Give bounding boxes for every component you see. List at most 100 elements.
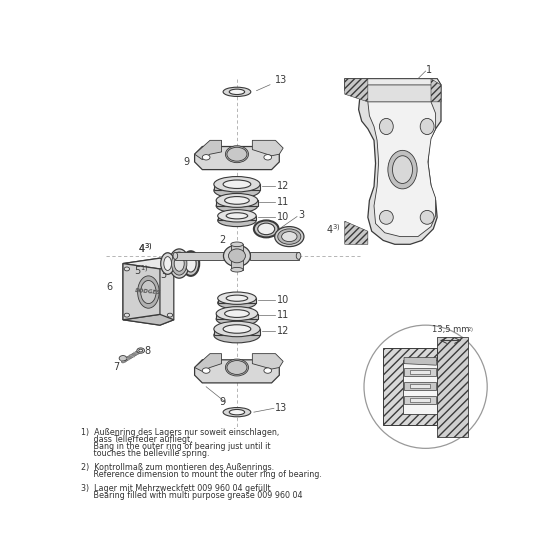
Circle shape (364, 325, 487, 449)
Ellipse shape (218, 209, 256, 222)
Polygon shape (123, 258, 174, 269)
Ellipse shape (225, 146, 249, 162)
Ellipse shape (379, 211, 393, 224)
Ellipse shape (216, 199, 258, 213)
Text: 12: 12 (277, 325, 290, 335)
Text: 3)  Lager mit Mehrzweckfett 009 960 04 gefüllt: 3) Lager mit Mehrzweckfett 009 960 04 ge… (81, 484, 270, 493)
Ellipse shape (227, 147, 247, 161)
Polygon shape (218, 298, 256, 303)
Ellipse shape (388, 150, 417, 189)
Ellipse shape (229, 148, 245, 160)
Ellipse shape (124, 267, 129, 271)
Ellipse shape (420, 211, 434, 224)
Polygon shape (431, 79, 441, 102)
Ellipse shape (420, 118, 434, 134)
Text: 5$^{1)}$: 5$^{1)}$ (134, 263, 148, 277)
Ellipse shape (216, 312, 258, 326)
Polygon shape (231, 259, 243, 270)
Text: 12: 12 (277, 181, 290, 191)
Polygon shape (368, 102, 436, 236)
Ellipse shape (225, 359, 249, 376)
Ellipse shape (226, 295, 248, 301)
Polygon shape (216, 200, 258, 206)
Text: Reference dimension to mount the outer ring of bearing.: Reference dimension to mount the outer r… (81, 470, 321, 479)
Text: Bearing filled with multi purpose grease 009 960 04: Bearing filled with multi purpose grease… (81, 491, 302, 500)
Ellipse shape (171, 252, 187, 275)
Text: 8: 8 (144, 346, 151, 356)
Ellipse shape (167, 267, 172, 271)
Ellipse shape (185, 255, 196, 272)
Ellipse shape (229, 409, 245, 415)
Text: 13: 13 (276, 403, 288, 413)
Bar (404, 368, 436, 376)
Polygon shape (231, 244, 243, 253)
Text: 3: 3 (298, 210, 305, 220)
Polygon shape (253, 354, 283, 369)
Ellipse shape (119, 356, 127, 361)
Bar (410, 384, 430, 388)
Ellipse shape (216, 193, 258, 207)
Ellipse shape (216, 307, 258, 320)
Polygon shape (216, 314, 258, 319)
Ellipse shape (223, 180, 251, 189)
Ellipse shape (225, 310, 249, 318)
Polygon shape (123, 314, 174, 325)
Polygon shape (214, 184, 260, 190)
Ellipse shape (167, 313, 172, 317)
Ellipse shape (174, 256, 184, 271)
Ellipse shape (296, 253, 301, 259)
Polygon shape (214, 329, 260, 335)
Ellipse shape (214, 321, 260, 337)
Polygon shape (195, 354, 222, 371)
Ellipse shape (231, 267, 243, 272)
Text: $^{2)}$: $^{2)}$ (467, 325, 474, 333)
Polygon shape (175, 252, 224, 260)
Ellipse shape (223, 408, 251, 417)
Polygon shape (195, 147, 279, 170)
Text: 13,5 mm: 13,5 mm (432, 325, 469, 334)
Ellipse shape (225, 197, 249, 204)
Bar (410, 398, 430, 402)
Ellipse shape (218, 214, 256, 227)
Ellipse shape (139, 349, 143, 352)
Text: 11: 11 (277, 197, 289, 207)
Text: 6: 6 (106, 282, 112, 292)
Polygon shape (253, 141, 283, 156)
Text: 4$^{3)}$: 4$^{3)}$ (325, 222, 340, 236)
Polygon shape (404, 357, 436, 365)
Bar (404, 396, 436, 404)
Text: 9: 9 (220, 397, 225, 407)
Ellipse shape (258, 223, 274, 235)
Ellipse shape (228, 249, 245, 263)
Text: Bang in the outer ring of bearing just until it: Bang in the outer ring of bearing just u… (81, 442, 270, 451)
Polygon shape (195, 360, 279, 383)
Text: 4$^{3)}$: 4$^{3)}$ (138, 241, 152, 255)
Text: 2: 2 (219, 235, 225, 245)
Ellipse shape (264, 155, 272, 160)
Ellipse shape (223, 325, 251, 333)
Ellipse shape (223, 245, 250, 267)
Polygon shape (345, 221, 368, 244)
Ellipse shape (214, 176, 260, 192)
Ellipse shape (393, 156, 413, 184)
Text: 1: 1 (426, 64, 432, 74)
Text: 4$^{3)}$: 4$^{3)}$ (138, 241, 152, 255)
Text: 10: 10 (277, 212, 289, 222)
Polygon shape (250, 252, 298, 260)
Ellipse shape (169, 249, 189, 278)
Ellipse shape (231, 242, 243, 246)
Ellipse shape (282, 232, 297, 241)
Ellipse shape (274, 227, 304, 246)
Ellipse shape (264, 368, 272, 374)
Text: 9: 9 (183, 157, 189, 167)
Text: touches the belleville spring.: touches the belleville spring. (81, 449, 209, 458)
Text: 1)  Außenring des Lagers nur soweit einschlagen,: 1) Außenring des Lagers nur soweit einsc… (81, 427, 279, 437)
Ellipse shape (138, 276, 159, 308)
Ellipse shape (218, 297, 256, 309)
Ellipse shape (182, 251, 199, 276)
Ellipse shape (141, 281, 156, 304)
Text: 11: 11 (277, 310, 289, 320)
Ellipse shape (124, 313, 129, 317)
Polygon shape (437, 337, 468, 437)
Ellipse shape (379, 118, 393, 134)
